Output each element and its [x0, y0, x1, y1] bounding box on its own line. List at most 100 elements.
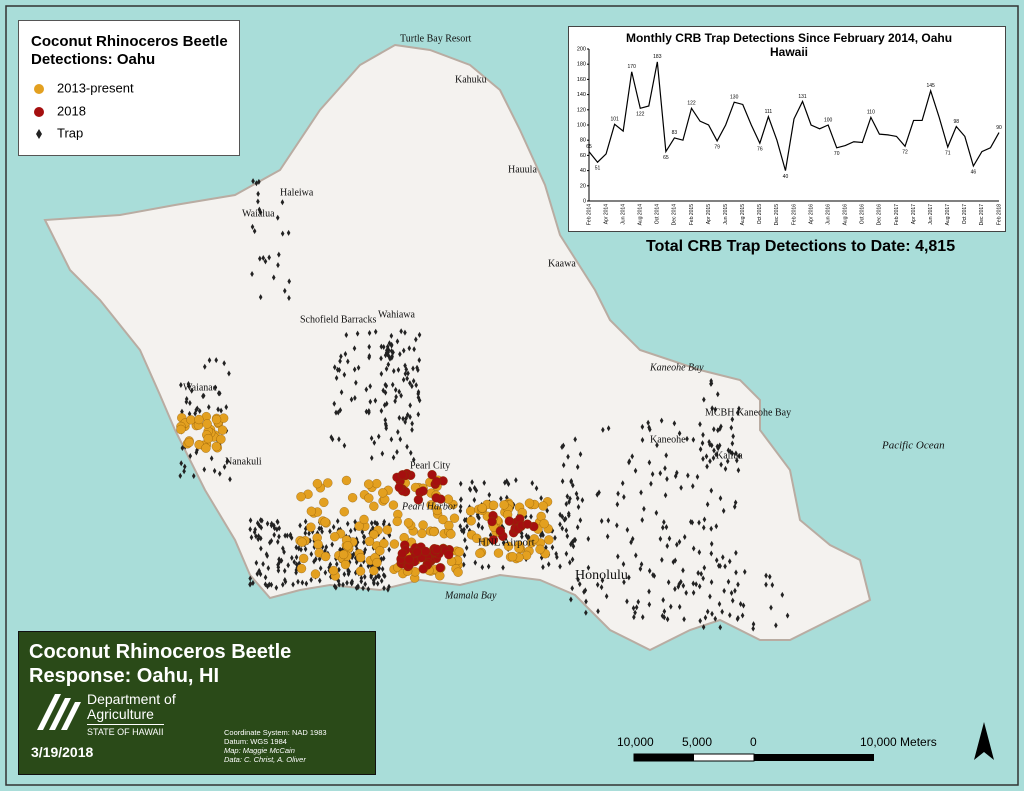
- trap: [691, 589, 696, 596]
- trap: [339, 389, 344, 396]
- trap: [713, 406, 718, 413]
- trap: [416, 411, 421, 418]
- trap: [179, 382, 183, 389]
- trap: [279, 557, 284, 564]
- trap: [374, 574, 378, 581]
- trap: [677, 603, 682, 610]
- place-label: Nanakuli: [225, 456, 262, 467]
- trap: [367, 354, 371, 361]
- trap: [539, 495, 543, 502]
- trap: [470, 479, 474, 486]
- detection: [355, 566, 366, 576]
- trap: [767, 573, 772, 580]
- legend-label: 2018: [57, 103, 86, 118]
- trap: [265, 520, 270, 527]
- trap: [697, 519, 701, 526]
- trap: [700, 440, 705, 447]
- trap: [458, 507, 463, 514]
- trap: [658, 535, 663, 542]
- trap: [335, 561, 339, 568]
- trap: [463, 537, 467, 544]
- detection: [186, 415, 196, 425]
- trap: [394, 393, 398, 400]
- detection: [389, 539, 400, 549]
- data-label: 145: [926, 83, 935, 89]
- trap: [381, 343, 386, 350]
- trap: [468, 485, 472, 492]
- trap: [679, 484, 683, 491]
- data-label: 122: [687, 101, 696, 107]
- x-tick-label: Apr 2015: [706, 204, 712, 225]
- trap: [383, 420, 388, 427]
- trap: [723, 563, 727, 570]
- trap: [367, 407, 371, 414]
- trap: [337, 566, 341, 573]
- trap: [712, 447, 716, 454]
- trap: [673, 473, 678, 480]
- data-label: 98: [954, 119, 960, 125]
- trap: [627, 574, 631, 581]
- trap: [216, 406, 220, 413]
- trap: [353, 518, 357, 525]
- x-tick-label: Oct 2015: [757, 204, 763, 225]
- trap: [704, 453, 709, 460]
- trap: [780, 591, 785, 598]
- trap: [327, 564, 331, 571]
- trap: [604, 593, 609, 600]
- trap: [599, 518, 604, 525]
- trap: [506, 481, 511, 488]
- trap: [571, 482, 575, 489]
- detection: [438, 514, 448, 525]
- trap: [353, 395, 357, 402]
- trap: [732, 503, 737, 510]
- trap: [404, 366, 409, 373]
- trap: [600, 577, 605, 584]
- trap: [567, 512, 571, 519]
- trap: [640, 614, 645, 621]
- trap: [403, 329, 407, 336]
- trap: [249, 534, 254, 541]
- trap: [701, 575, 705, 582]
- detection: [296, 492, 306, 502]
- trap: [647, 459, 652, 466]
- trap: [568, 559, 572, 566]
- trap: [627, 458, 632, 465]
- trap: [379, 577, 384, 584]
- trap: [373, 328, 378, 335]
- detection: [431, 476, 442, 487]
- detection: [297, 537, 307, 547]
- data-label: 100: [824, 117, 833, 123]
- trap: [599, 584, 604, 591]
- trap: [248, 517, 253, 524]
- trap: [730, 440, 735, 447]
- trap: [577, 581, 582, 588]
- trap: [395, 338, 400, 345]
- trap: [271, 274, 276, 281]
- trap: [714, 451, 718, 458]
- trap: [616, 490, 620, 497]
- trap: [709, 525, 713, 532]
- trap: [701, 624, 706, 631]
- trap: [482, 479, 487, 486]
- detection: [194, 414, 204, 425]
- island: [43, 43, 872, 652]
- trap: [640, 423, 645, 430]
- trap: [630, 453, 635, 460]
- detection: [538, 501, 548, 511]
- detection: [431, 493, 441, 503]
- trap: [353, 569, 358, 576]
- trap: [349, 580, 354, 587]
- trap: [253, 526, 257, 533]
- detection: [504, 516, 515, 526]
- trap: [364, 386, 369, 393]
- trap: [381, 387, 386, 394]
- trap: [334, 375, 339, 382]
- trap: [224, 404, 229, 411]
- trap: [178, 472, 183, 479]
- detection: [529, 534, 539, 544]
- trap: [324, 544, 329, 551]
- trap: [341, 581, 345, 588]
- trap: [369, 573, 373, 580]
- trap: [601, 426, 605, 433]
- trap: [383, 389, 388, 396]
